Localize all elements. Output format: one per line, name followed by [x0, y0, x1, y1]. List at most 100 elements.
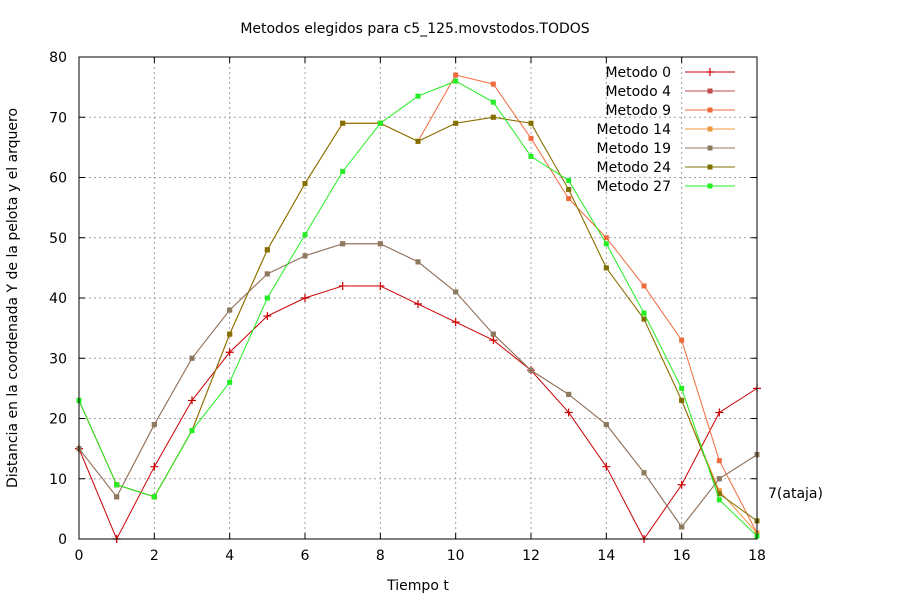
y-tick-label: 50: [49, 231, 67, 247]
metodo-0-point: [376, 281, 385, 290]
metodo-27-point: [377, 120, 383, 126]
y-tick-label: 40: [49, 291, 67, 307]
metodo-19-point: [490, 331, 496, 337]
metodo-27-point: [302, 232, 308, 238]
metodo-27-point: [415, 93, 421, 99]
metodo-19-point: [302, 253, 308, 259]
metodo-24-point: [603, 265, 609, 271]
legend-marker-metodo-4: [707, 88, 713, 94]
metodo-27-point: [189, 428, 195, 434]
legend-label-metodo-24: Metodo 24: [597, 160, 672, 176]
legend-marker-metodo-24: [707, 164, 713, 170]
legend-label-metodo-14: Metodo 14: [597, 122, 672, 138]
metodo-19-point: [227, 307, 233, 313]
metodo-19-point: [189, 355, 195, 361]
x-tick-label: 6: [301, 548, 310, 564]
metodo-0-point: [188, 396, 196, 405]
x-tick-label: 12: [522, 548, 540, 564]
metodo-0-point: [451, 318, 460, 327]
legend-marker-metodo-19: [707, 145, 713, 151]
legend-label-metodo-27: Metodo 27: [597, 179, 671, 195]
chart-title: Metodos elegidos para c5_125.movstodos.T…: [240, 21, 589, 37]
metodo-0-point: [489, 336, 498, 345]
metodo-24-point: [490, 114, 496, 120]
metodo-24-point: [415, 138, 421, 144]
metodo-0-point: [564, 408, 573, 417]
legend-marker-metodo-0: [706, 68, 714, 76]
metodo-0-point: [301, 294, 309, 302]
metodo-0-point: [263, 312, 272, 321]
metodo-27-point: [453, 78, 459, 84]
legend: Metodo 0 Metodo 4 Metodo 9 Metodo 14 Metodo …: [597, 65, 735, 195]
metodo-19-point: [528, 367, 534, 373]
x-tick-label: 10: [447, 548, 465, 564]
metodo-19-point: [151, 422, 157, 428]
metodo-0-point: [715, 408, 724, 417]
y-tick-label: 60: [49, 171, 67, 187]
metodo-27-point: [114, 482, 120, 488]
metodo-27-point: [528, 153, 534, 159]
metodo-19-point: [264, 271, 270, 277]
metodo-9-point: [603, 235, 609, 241]
metodo-19-point: [415, 259, 421, 265]
metodo-9-point: [716, 458, 722, 464]
y-tick-label: 70: [49, 110, 67, 126]
y-tick-label: 80: [49, 50, 67, 66]
metodo-0-point: [602, 462, 611, 471]
legend-label-metodo-4: Metodo 4: [605, 84, 671, 100]
metodo-19-point: [114, 494, 120, 500]
y-tick-label: 10: [49, 472, 67, 488]
legend-marker-metodo-14: [707, 126, 713, 132]
x-tick-label: 0: [75, 548, 84, 564]
x-tick-label: 8: [376, 548, 385, 564]
metodo-27-point: [566, 178, 572, 184]
metodo-27-point: [603, 241, 609, 247]
metodo-9-point: [641, 283, 647, 289]
metodo-19-point: [679, 524, 685, 530]
series-metodo-27: [76, 78, 760, 539]
metodo-24-point: [227, 331, 233, 337]
metodo-24-point: [302, 181, 308, 187]
metodo-24-point: [340, 120, 346, 126]
metodo-0-point: [677, 480, 686, 489]
metodo-27-point: [151, 494, 157, 500]
x-tick-label: 14: [597, 548, 615, 564]
metodo-19-point: [603, 422, 609, 428]
metodo-9-point: [528, 135, 534, 141]
metodo-0-point: [150, 462, 159, 471]
x-tick-label: 16: [673, 548, 691, 564]
x-axis-label: Tiempo t: [386, 578, 449, 594]
metodo-24-point: [716, 491, 722, 497]
metodo-24-point: [528, 120, 534, 126]
metodo-0-point: [225, 348, 234, 357]
metodo-24-point: [679, 397, 685, 403]
metodo-0-point: [338, 281, 347, 290]
metodo-27-point: [340, 168, 346, 174]
metodo-24-point: [641, 316, 647, 322]
x-tick-label: 4: [225, 548, 234, 564]
x-tick-label: 18: [748, 548, 766, 564]
metodo-24-point: [264, 247, 270, 253]
metodo-19-point: [566, 391, 572, 397]
metodo-24-point: [453, 120, 459, 126]
metodo-0-point: [414, 300, 422, 309]
metodo-27-point: [490, 99, 496, 105]
metodo-27-point: [227, 379, 233, 385]
metodo-19-point: [453, 289, 459, 295]
metodo-24-point: [566, 187, 572, 193]
legend-marker-metodo-27: [707, 183, 713, 189]
metodo-14-point: [716, 488, 722, 494]
metodo-27-point: [716, 497, 722, 503]
legend-label-metodo-9: Metodo 9: [605, 103, 671, 119]
axis-ticks: 0 2 4 6 8 10 12 14 16 18 0 10 20 30 40 50 60 70 80: [49, 50, 766, 564]
legend-label-metodo-19: Metodo 19: [597, 141, 671, 157]
metodo-9-point: [453, 72, 459, 78]
y-tick-label: 0: [58, 532, 67, 548]
metodo-19-point: [641, 470, 647, 476]
y-axis-label: Distancia en la coordenada Y de la pelot…: [5, 108, 21, 488]
x-tick-label: 2: [150, 548, 159, 564]
y-tick-label: 30: [49, 351, 67, 367]
